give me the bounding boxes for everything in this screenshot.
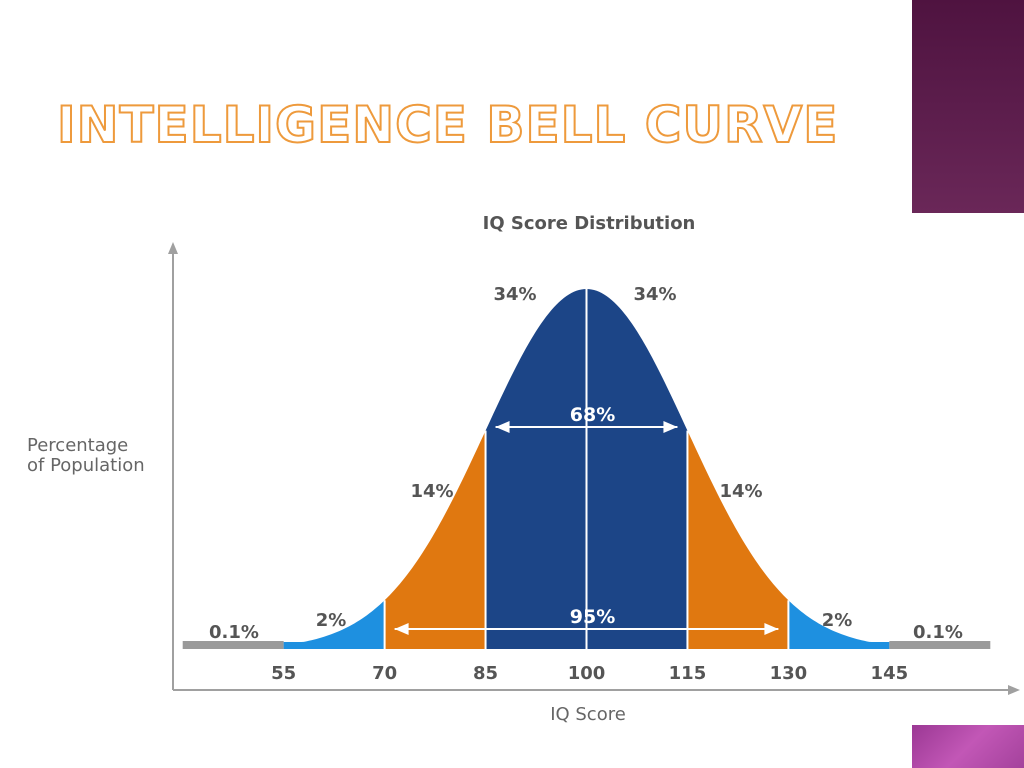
region-percent-label: 0.1% <box>209 622 259 643</box>
x-tick-label: 55 <box>271 663 296 684</box>
span-arrowhead-left <box>495 421 510 433</box>
x-tick-label: 85 <box>473 663 498 684</box>
region-percent-label: 0.1% <box>913 622 963 643</box>
chart-title: IQ Score Distribution <box>483 213 696 234</box>
span-arrowhead-right <box>663 421 678 433</box>
y-axis-label-line-2: of Population <box>27 455 145 476</box>
x-axis-arrowhead <box>1008 685 1020 695</box>
x-tick-label: 115 <box>669 663 707 684</box>
region-tail-bar <box>182 641 284 649</box>
y-axis-arrowhead <box>168 242 178 254</box>
region-percent-label: 34% <box>493 284 536 305</box>
region-percent-label: 2% <box>822 610 853 631</box>
region-percent-label: 14% <box>719 481 762 502</box>
decorative-corner-bottom <box>912 725 1024 768</box>
y-axis-label-line-1: Percentage <box>27 435 128 456</box>
span-label: 95% <box>570 606 615 628</box>
span-label: 68% <box>570 404 615 426</box>
region-area <box>788 600 890 649</box>
x-axis-label: IQ Score <box>550 704 626 725</box>
slide-title: INTELLIGENCE BELL CURVE <box>56 96 839 154</box>
region-area <box>283 600 385 649</box>
x-tick-label: 145 <box>871 663 909 684</box>
region-area <box>586 289 688 649</box>
region-percent-label: 34% <box>633 284 676 305</box>
region-tail-bar <box>889 641 991 649</box>
region-area <box>687 430 789 649</box>
region-percent-label: 2% <box>316 610 347 631</box>
region-area <box>485 289 587 649</box>
span-arrowhead-left <box>394 623 409 635</box>
region-percent-label: 14% <box>410 481 453 502</box>
decorative-corner-top <box>912 0 1024 213</box>
x-tick-label: 130 <box>770 663 808 684</box>
region-area <box>384 430 486 649</box>
x-tick-label: 100 <box>568 663 606 684</box>
x-tick-label: 70 <box>372 663 397 684</box>
span-arrowhead-right <box>764 623 779 635</box>
